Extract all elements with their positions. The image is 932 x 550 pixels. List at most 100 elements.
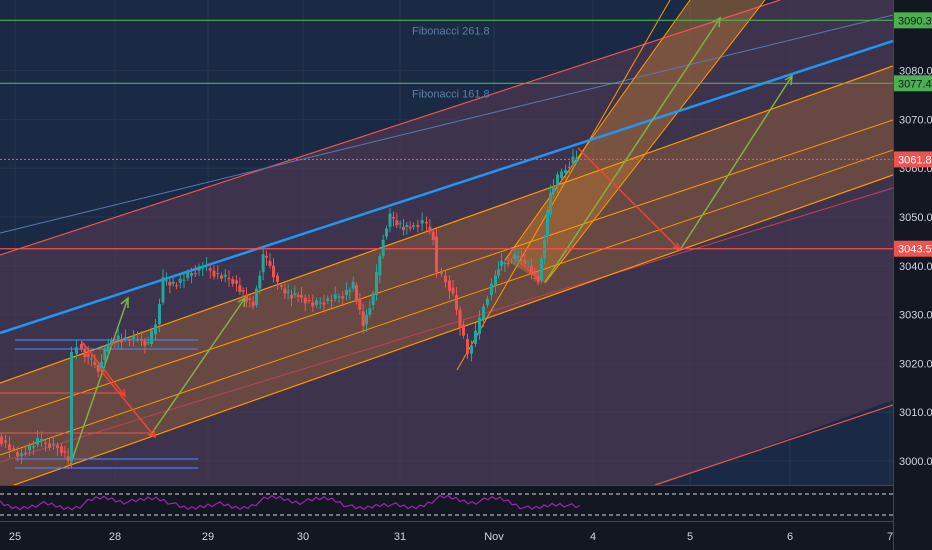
candle-body <box>497 269 500 276</box>
candle-body <box>549 192 552 215</box>
candle-body <box>190 273 193 276</box>
candle-body <box>368 308 372 315</box>
price-tick-label: 3020.0 <box>899 358 932 370</box>
candle-body <box>12 448 15 450</box>
price-tag-label: 3043.5 <box>898 244 932 256</box>
candle-body <box>182 279 186 281</box>
steep-channel-leftmost <box>456 0 671 371</box>
candle-body <box>371 293 375 305</box>
time-axis[interactable]: 25 28 29 30 31 Nov 4 5 6 7 <box>9 531 893 543</box>
candle-body <box>500 260 503 266</box>
candle-body <box>132 335 135 339</box>
candle-body <box>178 278 182 283</box>
candle-body <box>24 453 27 455</box>
candle-body <box>93 361 97 366</box>
candle-body <box>286 291 290 293</box>
candle-body <box>451 287 455 294</box>
time-tick-label: 4 <box>590 531 596 543</box>
candle-body <box>536 275 540 283</box>
candle-body <box>420 220 424 224</box>
candle-body <box>365 314 368 325</box>
price-tag-label: 3090.3 <box>898 15 932 27</box>
candle-body <box>315 300 318 305</box>
candle-body <box>293 293 297 296</box>
candle-body <box>388 213 392 227</box>
candle-body <box>466 339 469 354</box>
candle-body <box>398 223 402 225</box>
rsi-panel <box>0 493 893 516</box>
candle-body <box>171 281 175 284</box>
candle-body <box>48 443 51 448</box>
price-axis[interactable]: 3000.03010.03020.03030.03040.03050.03060… <box>899 66 932 468</box>
candle-body <box>251 301 255 307</box>
candle-body <box>435 236 438 273</box>
orange-channel-fill <box>0 66 893 485</box>
candle-body <box>255 288 258 305</box>
candle-body <box>20 453 23 457</box>
candle-body <box>75 347 78 354</box>
candle-body <box>186 272 190 278</box>
candle-body <box>412 225 415 227</box>
candle-body <box>533 270 537 274</box>
candle-body <box>120 339 123 343</box>
candle-body <box>526 262 530 264</box>
time-tick-label: Nov <box>484 531 504 543</box>
candle-body <box>520 256 523 258</box>
green-arrow[interactable] <box>69 296 129 467</box>
steep-channel-left <box>504 0 691 261</box>
candle-body <box>296 295 300 297</box>
candle-body <box>482 306 485 320</box>
candle-body <box>44 442 47 444</box>
price-tick-label: 3030.0 <box>899 310 932 322</box>
green-arrow[interactable] <box>679 74 793 251</box>
candle-body <box>201 267 205 269</box>
faint-upper-line <box>0 14 893 234</box>
candle-body <box>241 290 245 292</box>
time-axis-background <box>0 521 932 550</box>
axis-background <box>893 0 932 550</box>
candle-body <box>516 256 520 258</box>
time-tick-label: 30 <box>297 531 309 543</box>
candle-body <box>106 343 110 353</box>
candle-body <box>0 436 3 444</box>
red-arrow[interactable] <box>96 365 156 439</box>
candle-body <box>63 451 67 453</box>
candle-body <box>143 340 147 346</box>
candle-body <box>470 345 473 354</box>
candle-body <box>402 226 405 231</box>
drawing-tools[interactable] <box>0 0 893 490</box>
candle-body <box>83 348 87 358</box>
candle-body <box>60 446 63 453</box>
price-tick-label: 3080.0 <box>899 66 932 78</box>
candle-body <box>175 285 178 287</box>
candle-body <box>261 254 265 273</box>
blue-trend-line[interactable] <box>0 39 893 335</box>
candle-body <box>128 339 131 341</box>
candle-body <box>556 174 559 186</box>
candle-body <box>333 294 337 299</box>
candle-body <box>543 239 546 259</box>
candle-body <box>212 270 216 277</box>
time-tick-label: 6 <box>787 531 793 543</box>
candle-body <box>28 445 31 451</box>
candle-body <box>490 283 493 296</box>
candle-body <box>341 296 345 299</box>
candle-body <box>392 217 395 219</box>
candle-body <box>4 440 7 443</box>
outer-channel-mid <box>0 187 893 463</box>
candle-body <box>150 330 153 344</box>
candle-body <box>90 358 93 360</box>
candle-body <box>523 259 527 265</box>
red-arrow[interactable] <box>81 341 126 398</box>
red-arrow[interactable] <box>577 147 682 252</box>
candle-body <box>40 439 43 442</box>
candle-body <box>56 445 59 449</box>
price-tick-label: 3010.0 <box>899 407 932 419</box>
candle-body <box>258 275 262 289</box>
candle-body <box>330 299 333 301</box>
candle-body <box>197 266 201 271</box>
candle-body <box>161 277 165 303</box>
candle-body <box>168 282 172 286</box>
candle-body <box>208 268 212 271</box>
